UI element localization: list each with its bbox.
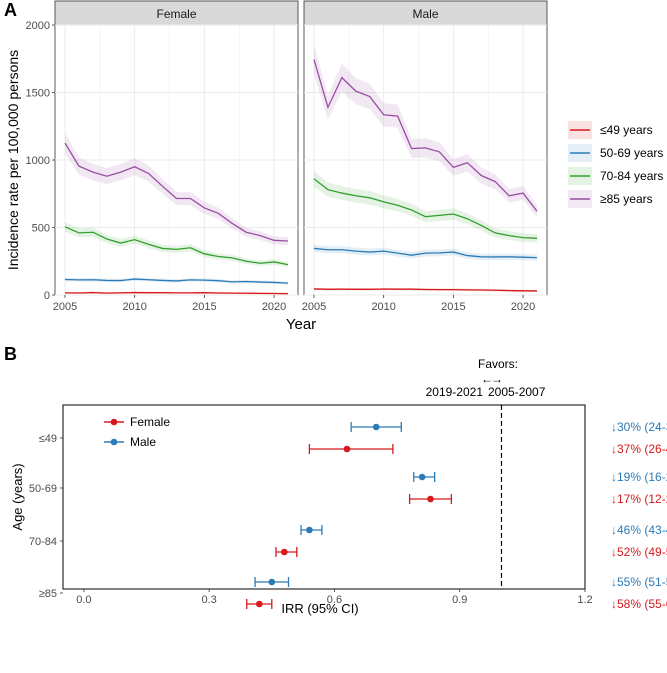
ci-band-male-3	[314, 44, 537, 218]
effect-label: ↓37% (26-46)	[611, 442, 667, 456]
series-line-male-2	[313, 178, 538, 239]
series-line-female-2	[64, 226, 289, 266]
ci-band-female-3	[65, 133, 288, 246]
favors-right-label: 2005-2007	[488, 385, 546, 399]
x-tick-label: 1.2	[577, 594, 592, 606]
x-tick-label: 2010	[122, 301, 146, 313]
x-tick-label: 0.0	[76, 594, 91, 606]
panel-a-female-plot: 2005 2010 2015 2020	[53, 24, 299, 313]
category-label: ≥85	[39, 588, 57, 600]
x-tick-label: 2020	[511, 301, 535, 313]
legend-label: Male	[130, 435, 156, 449]
point-estimate	[343, 445, 351, 453]
effect-label: ↓19% (16-21)	[611, 470, 667, 484]
panel-a-legend: ≤49 years 50-69 years 70-84 years ≥85 years	[568, 121, 663, 208]
effect-label: ↓30% (24-36)	[611, 420, 667, 434]
x-tick-label: 2005	[302, 301, 326, 313]
panel-b-legend: Female Male	[104, 415, 170, 449]
series-line-female-3	[64, 142, 289, 242]
category-label: 70-84	[29, 536, 57, 548]
panel-a-x-axis-title: Year	[286, 316, 316, 333]
legend-key-point	[110, 438, 118, 446]
point-estimate	[372, 423, 380, 431]
panel-label-b: B	[4, 344, 17, 364]
facet-strip-female	[54, 0, 299, 26]
point-estimate	[255, 600, 263, 608]
favors-left-label: 2019-2021	[426, 385, 484, 399]
panel-a-male-plot: 2005 2010 2015 2020	[302, 24, 548, 313]
x-tick-label: 0.9	[452, 594, 467, 606]
x-tick-label: 2020	[262, 301, 286, 313]
x-tick-label: 0.6	[327, 594, 342, 606]
ci-band-female-2	[65, 221, 288, 268]
y-tick-label: 1000	[26, 155, 50, 167]
point-estimate	[281, 548, 288, 556]
effect-label: ↓52% (49-54)	[611, 545, 667, 559]
x-tick-label: 2005	[53, 301, 77, 313]
point-estimate	[306, 526, 313, 534]
panel-label-a: A	[4, 0, 17, 20]
legend-label: 50-69 years	[600, 146, 663, 160]
series-line-female-1	[64, 278, 289, 284]
panel-a-y-axis: 0 500 1000 1500 2000	[26, 20, 55, 302]
facet-strip-male	[303, 0, 548, 26]
panel-b-plot: 0.0 0.3 0.6 0.9 1.2 ≤49 50-69 70-84 ≥85	[29, 405, 593, 609]
legend-label: Female	[130, 415, 170, 429]
x-tick-label: 2015	[441, 301, 465, 313]
legend-label: ≤49 years	[600, 123, 653, 137]
category-label: ≤49	[39, 433, 57, 445]
y-tick-label: 1500	[26, 88, 50, 100]
legend-key-point	[110, 418, 118, 426]
point-estimate	[268, 578, 276, 586]
effect-label: ↓46% (43-48)	[611, 523, 667, 537]
point-estimate	[418, 473, 426, 481]
effect-label: ↓55% (51-59)	[611, 575, 667, 589]
favors-left-arrow: ←	[481, 372, 493, 386]
series-line-male-0	[313, 288, 538, 292]
favors-title: Favors:	[478, 357, 518, 371]
x-tick-label: 0.3	[202, 594, 217, 606]
favors-right-arrow: →	[491, 372, 503, 386]
category-label: 50-69	[29, 483, 57, 495]
y-tick-label: 500	[32, 223, 50, 235]
legend-label: 70-84 years	[600, 169, 663, 183]
y-tick-label: 2000	[26, 20, 50, 32]
point-estimate	[427, 495, 434, 503]
legend-label: ≥85 years	[600, 192, 653, 206]
y-tick-label: 0	[44, 290, 50, 302]
series-line-female-0	[64, 291, 289, 295]
facet-label-male: Male	[412, 7, 438, 21]
effect-label: ↓17% (12-22)	[611, 492, 667, 506]
ci-band-male-2	[314, 171, 537, 243]
panel-b-frame	[62, 404, 586, 590]
panel-b-effect-labels: ↓30% (24-36) ↓19% (16-21) ↓46% (43-48) ↓55%…	[611, 420, 667, 611]
x-tick-label: 2015	[192, 301, 216, 313]
facet-label-female: Female	[156, 7, 196, 21]
panel-a-y-axis-title: Incidence rate per 100,000 persons	[5, 50, 21, 270]
panel-b-x-axis-title: IRR (95% CI)	[281, 601, 358, 616]
series-line-male-1	[313, 247, 538, 259]
x-tick-label: 2010	[371, 301, 395, 313]
panel-b-y-axis-title: Age (years)	[10, 463, 25, 530]
series-line-male-3	[313, 59, 538, 212]
effect-label: ↓58% (55-61)	[611, 597, 667, 611]
